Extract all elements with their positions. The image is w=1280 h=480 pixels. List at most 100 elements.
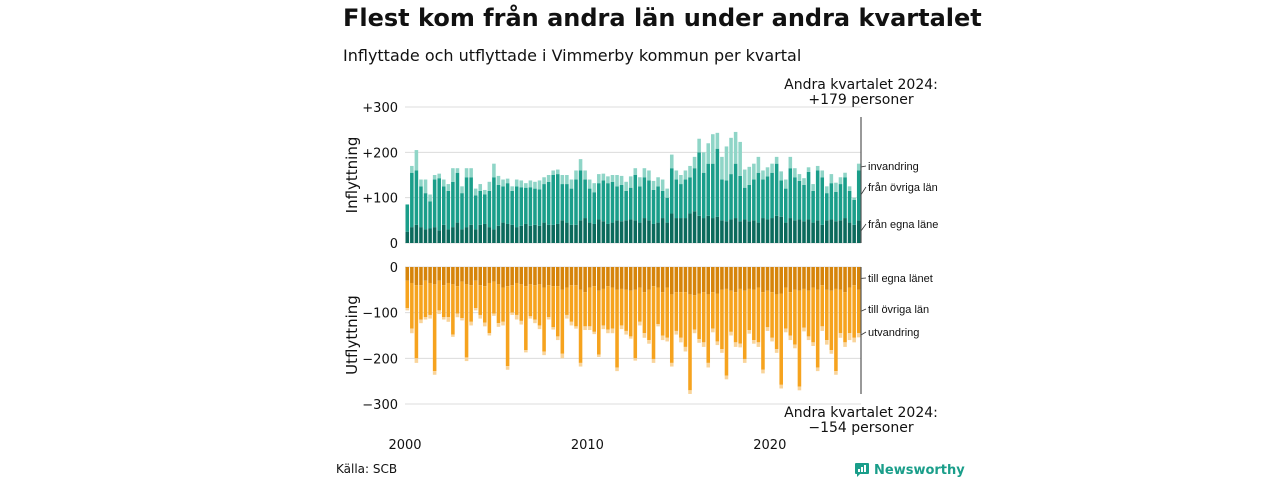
inflow-ytick-label: +200 (362, 146, 398, 161)
outflow-bar-segment (587, 326, 592, 331)
outflow-bar-segment (514, 314, 519, 320)
outflow-bar-segment (797, 290, 802, 387)
inflow-bar-segment (665, 188, 669, 198)
inflow-bar-segment (628, 219, 633, 243)
inflow-bar-segment (555, 223, 560, 243)
outflow-bar-segment (788, 292, 793, 336)
outflow-bar-segment (414, 267, 419, 286)
outflow-bar-segment (437, 310, 441, 315)
outflow-bar-segment (505, 286, 510, 367)
inflow-bar-segment (669, 213, 674, 243)
inflow-bar-segment (642, 168, 647, 178)
outflow-bar-segment (688, 267, 692, 295)
inflow-bar-segment (414, 224, 419, 243)
outflow-bar-segment (674, 330, 679, 335)
inflow-bar-segment (519, 180, 524, 188)
outflow-bar-segment (752, 267, 756, 290)
outflow-bar-segment (715, 293, 720, 342)
outflow-series-label: utvandring (868, 327, 919, 339)
outflow-bar-segment (574, 285, 578, 327)
inflow-bar-segment (633, 220, 638, 243)
outflow-bar-segment (542, 267, 546, 288)
outflow-bar-segment (838, 267, 843, 290)
inflow-bar-segment (834, 221, 838, 243)
inflow-bar-segment (601, 180, 606, 222)
inflow-bar-segment (619, 221, 624, 243)
inflow-bar-segment (761, 179, 765, 219)
outflow-bar-segment (733, 292, 738, 343)
inflow-bar-segment (446, 190, 451, 230)
inflow-bar-segment (419, 186, 423, 228)
inflow-bar-segment (505, 223, 510, 243)
inflow-bar-segment (829, 219, 834, 243)
outflow-bar-segment (825, 340, 829, 345)
outflow-bar-segment (483, 322, 487, 327)
inflow-bar-segment (551, 175, 555, 225)
outflow-bar-segment (701, 342, 706, 347)
inflow-bar-segment (451, 168, 455, 182)
outflow-bar-segment (432, 284, 437, 372)
inflow-bar-segment (797, 219, 802, 243)
inflow-bar-segment (774, 163, 779, 216)
inflow-bar-segment (606, 176, 610, 184)
inflow-bar-segment (856, 220, 861, 243)
outflow-bar-segment (683, 346, 688, 352)
outflow-bar-segment (451, 267, 455, 285)
inflow-bar-segment (660, 218, 665, 243)
outflow-bar-segment (815, 289, 820, 368)
outflow-bar-segment (487, 333, 492, 336)
inflow-bar-segment (825, 193, 829, 221)
inflow-bar-segment (665, 222, 669, 243)
outflow-bar-segment (711, 292, 715, 329)
outflow-bar-segment (715, 341, 720, 346)
inflow-bar-segment (528, 180, 533, 188)
inflow-series-label: invandring (868, 161, 919, 173)
inflow-bar-segment (455, 168, 460, 173)
inflow-bar-segment (752, 163, 756, 180)
outflow-bar-segment (742, 359, 747, 363)
outflow-bar-segment (815, 367, 820, 372)
inflow-bar-segment (797, 174, 802, 181)
outflow-bar-segment (638, 321, 642, 326)
inflow-bar-segment (774, 156, 779, 164)
inflow-bar-segment (647, 170, 651, 181)
inflow-bar-segment (820, 170, 825, 178)
outflow-bar-segment (519, 267, 524, 285)
outflow-bar-segment (843, 292, 847, 343)
inflow-bar-segment (752, 220, 756, 243)
inflow-bar-segment (788, 218, 793, 243)
inflow-bar-segment (592, 183, 597, 193)
inflow-bar-segment (410, 172, 414, 228)
outflow-bar-segment (797, 267, 802, 291)
outflow-bar-segment (624, 267, 628, 290)
inflow-bar-segment (856, 170, 861, 221)
inflow-bar-segment (765, 167, 770, 177)
outflow-bar-segment (647, 340, 651, 344)
inflow-bar-segment (651, 223, 656, 243)
outflow-bar-segment (825, 267, 829, 290)
outflow-bar-segment (455, 286, 460, 314)
inflow-bar-segment (524, 223, 528, 243)
outflow-bar-segment (615, 367, 619, 372)
outflow-bar-segment (478, 314, 483, 319)
inflow-bar-segment (505, 178, 510, 184)
outflow-bar-segment (797, 386, 802, 391)
outflow-bar-segment (606, 267, 610, 287)
outflow-bar-segment (578, 362, 583, 367)
inflow-bar-segment (565, 222, 569, 243)
outflow-bar-segment (587, 267, 592, 288)
inflow-bar-segment (838, 220, 843, 243)
outflow-bar-segment (414, 358, 419, 363)
outflow-bar-segment (669, 267, 674, 295)
inflow-bar-segment (533, 181, 537, 189)
inflow-bar-segment (428, 228, 432, 243)
outflow-bar-segment (524, 286, 528, 351)
inflow-bar-segment (423, 193, 428, 230)
outflow-bar-segment (847, 267, 852, 288)
outflow-bar-segment (783, 267, 788, 288)
outflow-bar-segment (628, 336, 633, 339)
inflow-bar-segment (651, 189, 656, 224)
outflow-bar-segment (501, 287, 505, 322)
outflow-bar-segment (829, 350, 834, 354)
outflow-ytick-label: 0 (390, 261, 398, 276)
